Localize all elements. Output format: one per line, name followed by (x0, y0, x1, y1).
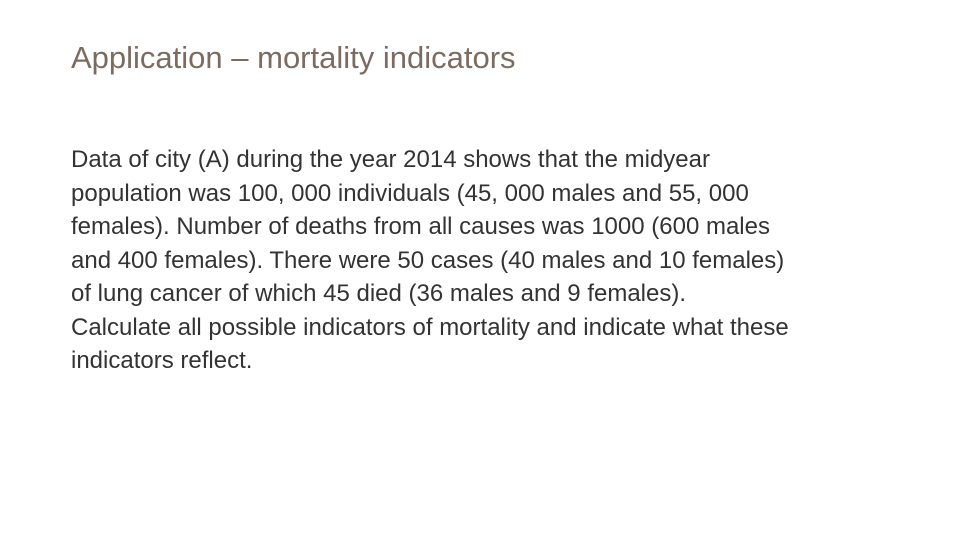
body-line: population was 100, 000 individuals (45,… (71, 179, 749, 207)
body-line: of lung cancer of which 45 died (36 male… (71, 280, 687, 307)
slide-title: Application – mortality indicators (71, 40, 516, 75)
slide-body: Data of city (A) during the year 2014 sh… (71, 143, 931, 378)
body-line: and 400 females). There were 50 cases (4… (71, 246, 785, 274)
body-line: Data of city (A) during the year 2014 sh… (71, 146, 710, 173)
body-line: Calculate all possible indicators of mor… (71, 313, 789, 341)
body-line: females). Number of deaths from all caus… (71, 213, 770, 240)
body-line: indicators reflect. (71, 347, 253, 374)
